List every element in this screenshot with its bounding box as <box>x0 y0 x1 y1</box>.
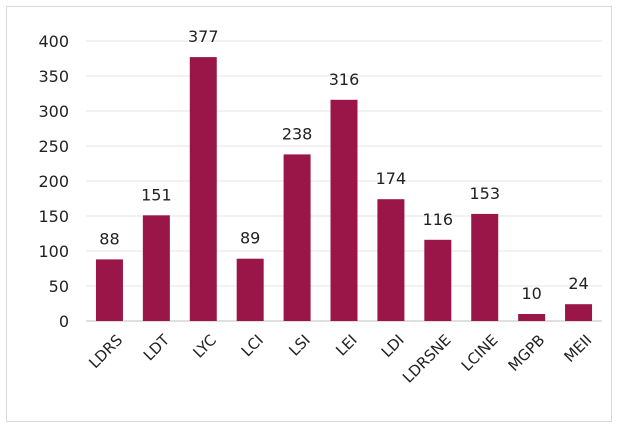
data-label: 151 <box>141 185 172 204</box>
data-label: 377 <box>188 27 219 46</box>
x-tick-label: LDRS <box>85 331 126 372</box>
data-label: 116 <box>423 210 454 229</box>
bar <box>189 57 217 321</box>
bars <box>95 57 593 321</box>
x-tick-label: LDI <box>378 331 408 361</box>
bar <box>424 239 452 321</box>
x-tick-label: MGPB <box>505 331 549 375</box>
y-tick-label: 50 <box>49 277 69 296</box>
x-tick-label: LDT <box>140 330 174 364</box>
data-labels: 88 151 377 89 238 316 174 116 153 10 24 <box>99 27 588 303</box>
data-label: 238 <box>282 124 313 143</box>
data-label: 316 <box>329 70 360 89</box>
x-tick-label: LYC <box>189 331 220 362</box>
bar <box>236 258 264 321</box>
bar <box>330 99 358 321</box>
x-tick-label: MEII <box>560 331 595 366</box>
data-label: 174 <box>376 169 407 188</box>
bar <box>518 314 546 321</box>
y-tick-label: 300 <box>38 102 69 121</box>
bar <box>95 259 123 321</box>
x-tick-label: LCINE <box>458 331 502 375</box>
data-label: 89 <box>240 229 260 248</box>
x-tick-label: LEI <box>332 331 360 359</box>
x-tick-label: LDRSNE <box>399 331 455 387</box>
y-tick-label: 250 <box>38 137 69 156</box>
y-tick-label: 0 <box>59 312 69 331</box>
y-tick-label: 100 <box>38 242 69 261</box>
x-tick-label: LSI <box>285 331 314 360</box>
bar <box>565 304 593 321</box>
x-tick-label: LCI <box>238 331 267 360</box>
bar <box>142 215 170 321</box>
bar <box>377 199 405 321</box>
y-tick-label: 400 <box>38 32 69 51</box>
y-axis-ticks: 0 50 100 150 200 250 300 350 400 <box>38 32 69 331</box>
bar <box>283 154 311 321</box>
data-label: 24 <box>568 274 588 293</box>
y-tick-label: 150 <box>38 207 69 226</box>
bar <box>471 213 499 321</box>
data-label: 88 <box>99 229 119 248</box>
y-tick-label: 350 <box>38 67 69 86</box>
data-label: 10 <box>521 284 541 303</box>
data-label: 153 <box>469 184 500 203</box>
y-tick-label: 200 <box>38 172 69 191</box>
